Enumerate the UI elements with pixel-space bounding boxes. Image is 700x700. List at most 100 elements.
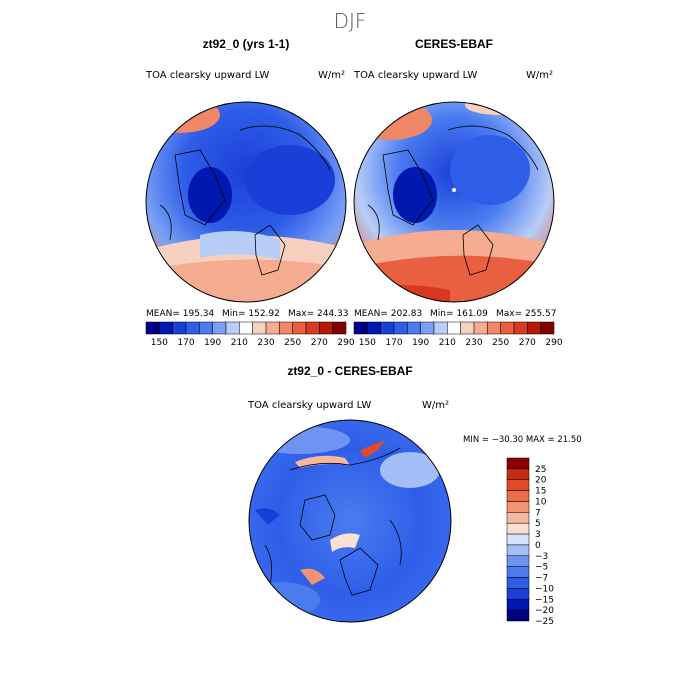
colorbar-tick-label: 190 [204, 338, 221, 348]
colorbar-tick-label: 250 [284, 338, 301, 348]
colorbar-swatch [460, 321, 475, 335]
panel-model-variable: TOA clearsky upward LW [145, 70, 269, 81]
colorbar-swatch [212, 321, 227, 335]
panel-obs-border [353, 101, 555, 303]
colorbar-swatch [487, 321, 501, 335]
colorbar-tick-label: 250 [492, 338, 509, 348]
colorbar-swatch [305, 321, 320, 335]
panel-model: zt92_0 (yrs 1-1) TOA clearsky upward LW … [145, 37, 355, 348]
colorbar-swatch [506, 533, 530, 546]
colorbar-tick-label: 270 [519, 338, 536, 348]
panel-model-border [145, 101, 347, 303]
colorbar-swatch [172, 321, 187, 335]
colorbar-tick-label: 290 [337, 338, 354, 348]
colorbar-tick-label: −25 [535, 617, 554, 627]
colorbar-swatch [353, 321, 368, 335]
colorbar-swatch [319, 321, 333, 335]
colorbar-swatch [506, 479, 530, 491]
colorbar-tick-label: 230 [465, 338, 482, 348]
panel-model-title: zt92_0 (yrs 1-1) [203, 37, 290, 51]
colorbar-tick-label: 5 [535, 519, 541, 529]
panel-obs-map [354, 102, 554, 302]
colorbar-swatch [332, 321, 347, 335]
colorbar-swatch [513, 321, 528, 335]
panel-model-min: Min= 152.92 [222, 309, 280, 319]
colorbar-swatch [506, 457, 530, 470]
panel-diff-variable: TOA clearsky upward LW [247, 400, 371, 411]
colorbar-swatch [506, 468, 530, 480]
colorbar-tick-label: −20 [535, 606, 554, 616]
colorbar-swatch [407, 321, 421, 335]
colorbar-swatch [506, 522, 530, 535]
colorbar-swatch [185, 321, 200, 335]
colorbar-tick-label: 25 [535, 465, 546, 475]
colorbar-swatch [367, 321, 381, 335]
colorbar-swatch [500, 321, 515, 335]
colorbar-tick-label: −3 [535, 552, 548, 562]
colorbar-swatch [252, 321, 267, 335]
panel-diff-border [248, 419, 452, 623]
colorbar-swatch [506, 555, 530, 567]
colorbar-tick-label: 150 [359, 338, 376, 348]
colorbar-swatch [420, 321, 435, 335]
colorbar-swatch [380, 321, 395, 335]
panel-model-max: Max= 244.33 [288, 309, 349, 319]
colorbar-swatch [447, 321, 461, 335]
panel-obs-max: Max= 255.57 [496, 309, 557, 319]
panel-diff-colorbar [506, 457, 530, 622]
panel-obs-units: W/m² [526, 70, 553, 81]
panel-obs-min: Min= 161.09 [430, 309, 488, 319]
colorbar-tick-label: 0 [535, 541, 541, 551]
colorbar-tick-label: 7 [535, 508, 541, 518]
colorbar-tick-label: 150 [151, 338, 168, 348]
colorbar-swatch [506, 566, 530, 578]
colorbar-swatch [145, 321, 160, 335]
colorbar-tick-label: 170 [177, 338, 194, 348]
panel-model-colorbar-ticks: 150 170 190 210 230 250 270 290 [151, 338, 355, 348]
panel-obs-title: CERES-EBAF [415, 37, 493, 51]
panel-model-units: W/m² [318, 70, 345, 81]
colorbar-tick-label: 20 [535, 476, 547, 486]
colorbar-tick-label: 15 [535, 487, 546, 497]
colorbar-swatch [473, 321, 488, 335]
colorbar-swatch [506, 609, 530, 622]
panel-obs-colorbar [353, 321, 555, 335]
panel-obs-mean: MEAN= 202.83 [354, 309, 422, 319]
colorbar-swatch [506, 501, 530, 513]
colorbar-swatch [199, 321, 213, 335]
colorbar-swatch [279, 321, 293, 335]
colorbar-swatch [292, 321, 307, 335]
colorbar-tick-label: −7 [535, 574, 548, 584]
colorbar-tick-label: 210 [231, 338, 248, 348]
colorbar-swatch [225, 321, 240, 335]
colorbar-swatch [239, 321, 253, 335]
panel-diff: zt92_0 - CERES-EBAF TOA clearsky upward … [247, 364, 582, 627]
colorbar-tick-label: 290 [545, 338, 562, 348]
colorbar-tick-label: 230 [257, 338, 274, 348]
colorbar-tick-label: −15 [535, 595, 554, 605]
colorbar-tick-label: 270 [311, 338, 328, 348]
colorbar-swatch [527, 321, 541, 335]
colorbar-swatch [540, 321, 555, 335]
panel-obs: CERES-EBAF TOA clearsky upward LW W/m² M… [353, 37, 563, 348]
colorbar-swatch [506, 490, 530, 502]
panel-diff-title: zt92_0 - CERES-EBAF [287, 364, 412, 378]
colorbar-tick-label: 10 [535, 497, 547, 507]
panel-model-map [146, 102, 346, 302]
colorbar-swatch [265, 321, 280, 335]
panel-model-colorbar [145, 321, 347, 335]
colorbar-swatch [506, 588, 530, 600]
colorbar-swatch [433, 321, 448, 335]
colorbar-swatch [506, 599, 530, 611]
panel-obs-variable: TOA clearsky upward LW [353, 70, 477, 81]
colorbar-swatch [506, 544, 530, 557]
colorbar-tick-label: −10 [535, 584, 554, 594]
figure-title: DJF [334, 9, 367, 33]
panel-diff-map [249, 420, 451, 622]
panel-diff-minmax: MIN = −30.30 MAX = 21.50 [463, 435, 582, 445]
colorbar-swatch [159, 321, 173, 335]
panel-obs-colorbar-ticks: 150 170 190 210 230 250 270 290 [359, 338, 563, 348]
panel-diff-units: W/m² [422, 400, 449, 411]
